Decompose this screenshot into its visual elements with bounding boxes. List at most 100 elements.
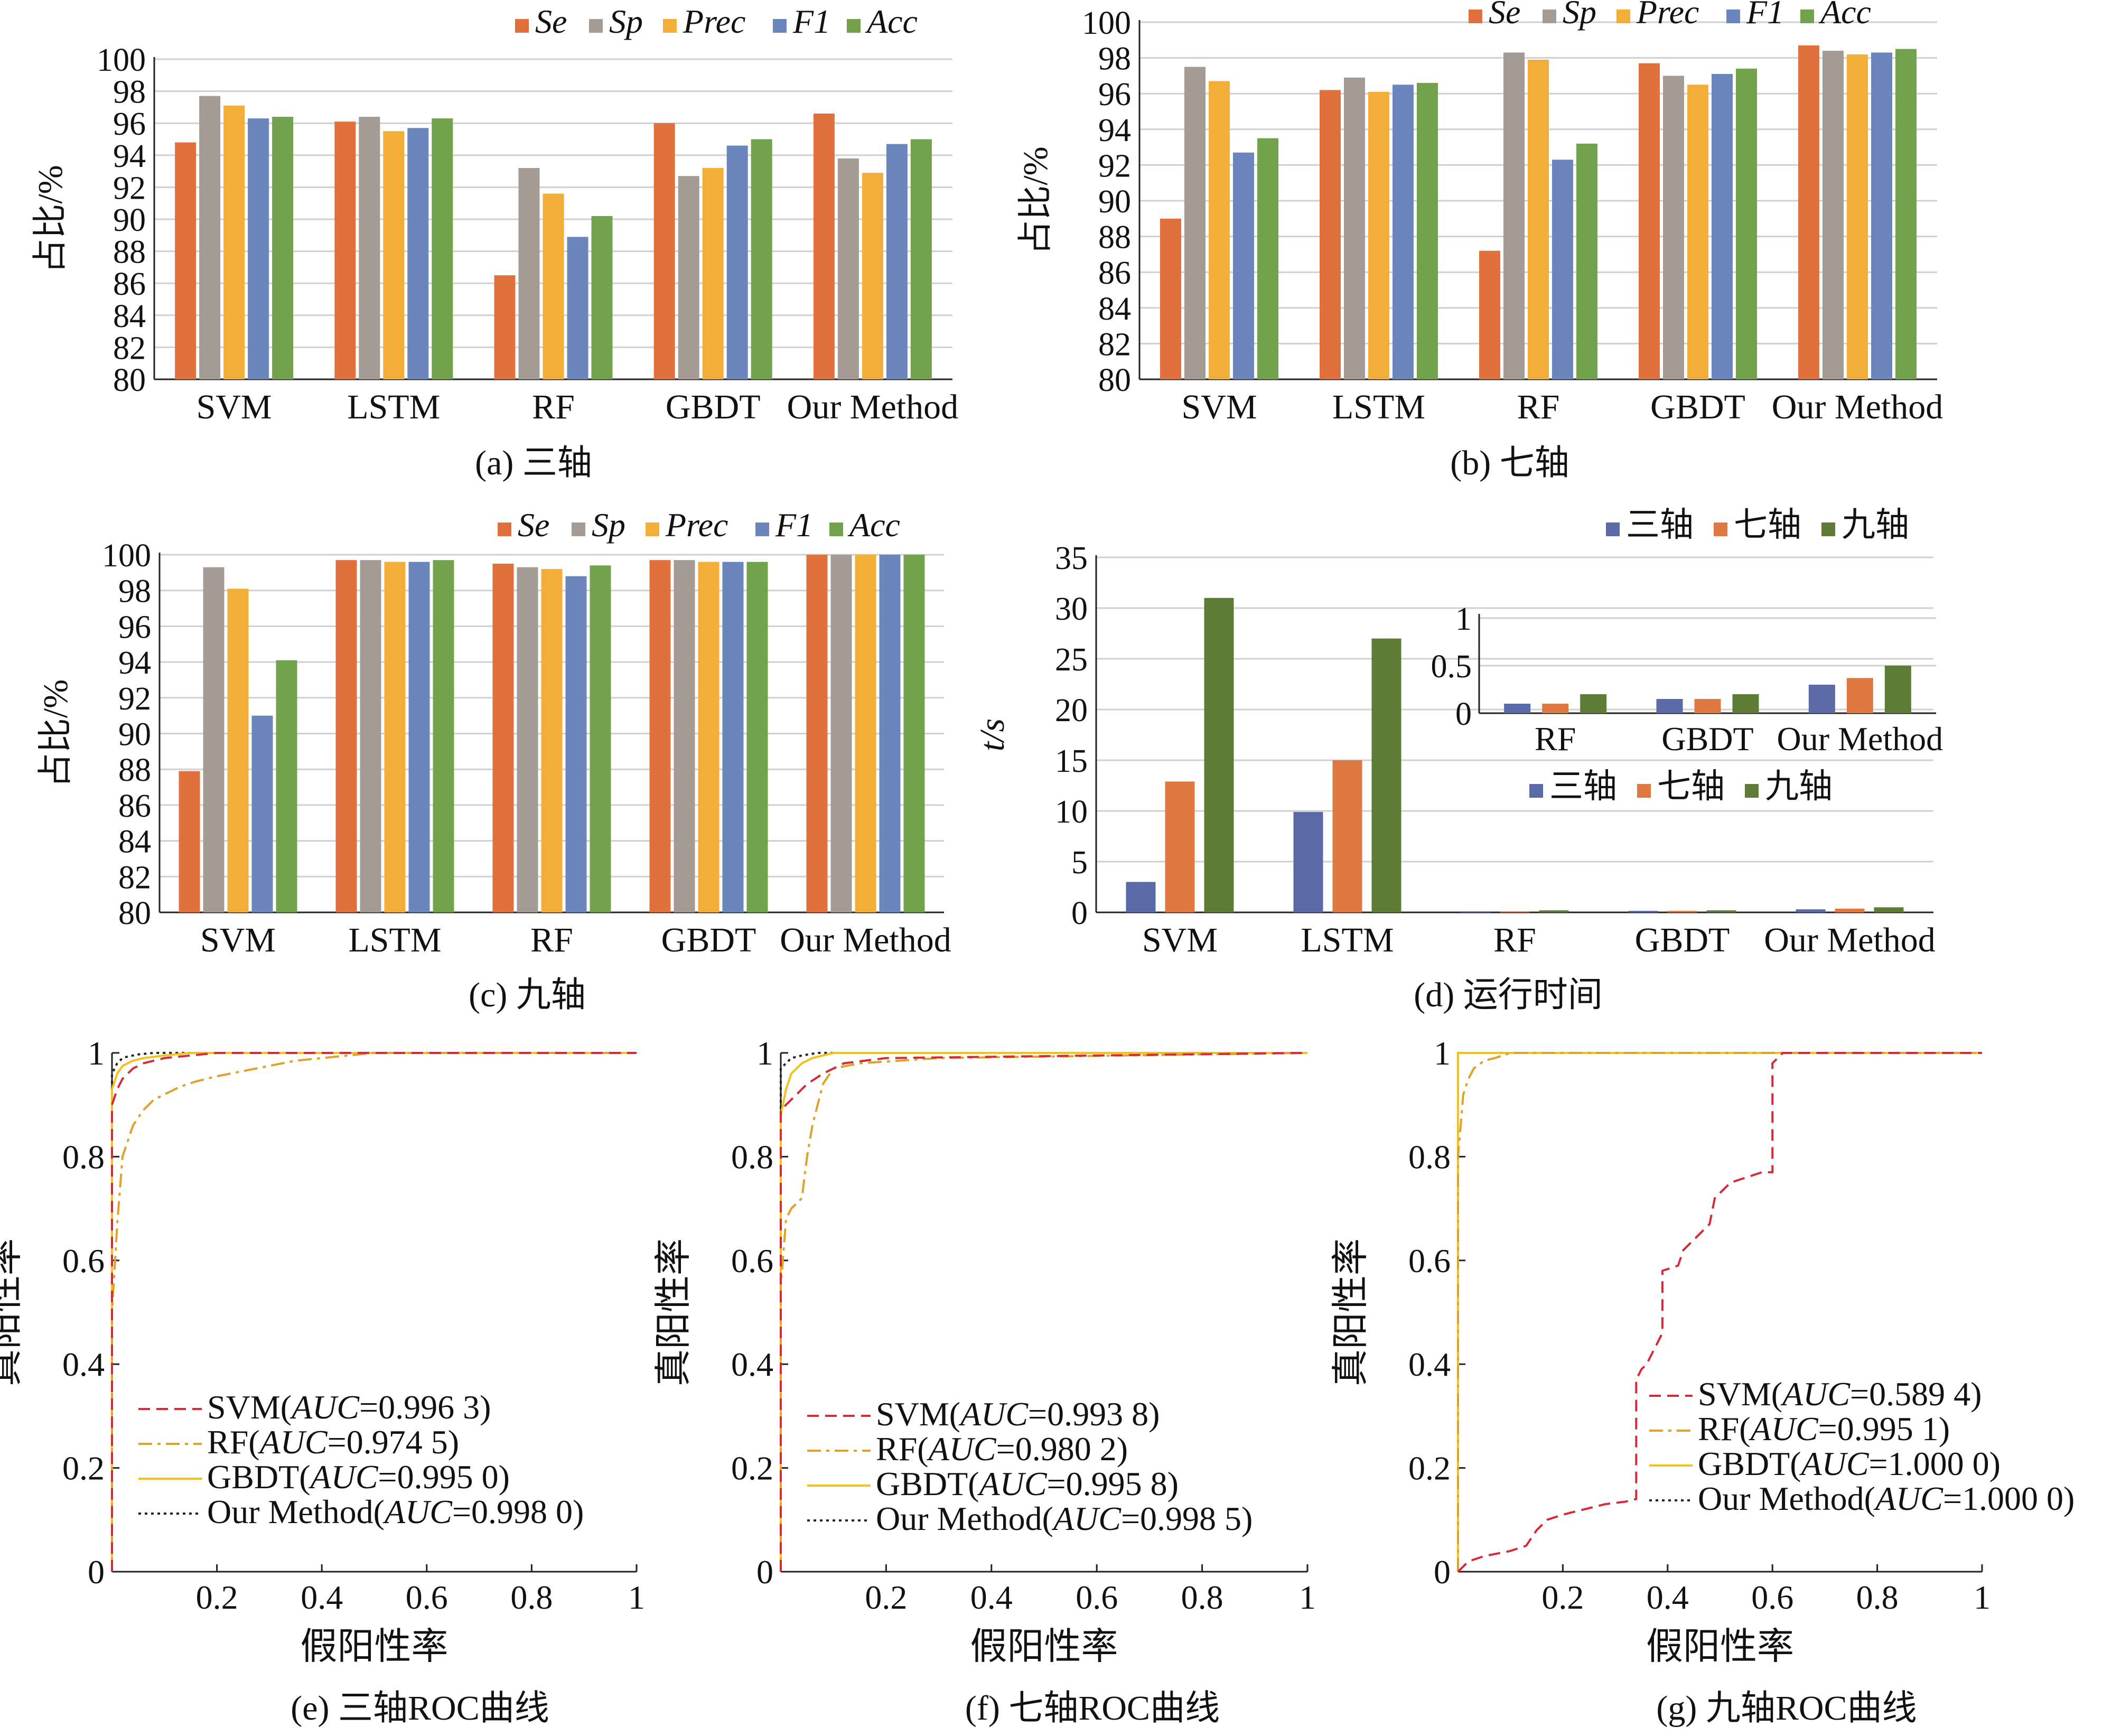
y-tick-label-4: 88 (113, 235, 146, 270)
roc-legend-label-2: GBDT(AUC=0.995 0) (207, 1458, 510, 1496)
bar-2-4 (591, 216, 613, 379)
legend-label-1: 七轴 (1657, 768, 1725, 805)
x-tick-label-4: Our Method (787, 388, 958, 426)
y-tick-label-5: 90 (1098, 184, 1131, 220)
legend-label-2: Prec (1636, 0, 1699, 31)
y-tick-label-0: 0 (1071, 895, 1088, 931)
y-tick-label-10: 100 (102, 538, 151, 574)
y-tick-label-6: 92 (118, 681, 151, 717)
roc-x-tick-label-4: 1 (628, 1579, 645, 1616)
roc-y-tick-label-0: 0 (756, 1553, 773, 1591)
legend-swatch-0 (1469, 10, 1482, 23)
legend-swatch-2 (663, 19, 677, 33)
x-tick-label-3: GBDT (1635, 921, 1730, 959)
legend-swatch-3 (773, 19, 787, 33)
bar-4-2 (1874, 907, 1904, 912)
legend-label-0: Se (518, 506, 549, 544)
roc-legend-label-1: RF(AUC=0.980 2) (876, 1430, 1128, 1468)
legend-b: Se Sp Prec F1 Acc (1469, 0, 1871, 31)
roc-curve-gbdt (111, 1052, 637, 1572)
roc-legend-label-1: RF(AUC=0.995 1) (1698, 1410, 1950, 1448)
y-tick-label-0: 80 (118, 895, 151, 931)
bar-3-0 (649, 560, 671, 912)
roc-legend-label-2: GBDT(AUC=0.995 8) (876, 1465, 1179, 1502)
roc-y-tick-label-5: 1 (756, 1034, 773, 1072)
bar-1-1 (1332, 760, 1362, 912)
y-tick-label-7: 35 (1055, 540, 1088, 576)
y-axis-title: 占比/% (1016, 146, 1055, 255)
bar-0-1 (1184, 67, 1205, 379)
bar-4-2 (1847, 54, 1868, 380)
roc-x-tick-label-2: 0.6 (406, 1579, 448, 1616)
roc-x-tick-label-2: 0.6 (1751, 1579, 1793, 1616)
bar-4-0 (813, 114, 835, 379)
bar-2-3 (567, 237, 588, 379)
inset-y-tick-label-1: 0.5 (1431, 649, 1472, 685)
bar-2-3 (1552, 160, 1573, 379)
inset-bar-0-0 (1504, 704, 1531, 713)
bar-2-0 (494, 275, 516, 379)
bar-4-2 (855, 555, 876, 912)
bar-1-2 (1368, 91, 1389, 379)
bar-2-1 (1503, 52, 1525, 379)
roc-x-tick-label-4: 1 (1299, 1579, 1316, 1616)
bar-4-1 (837, 158, 859, 379)
bar-3-2 (1706, 910, 1736, 912)
y-axis-title: 占比/% (31, 165, 70, 273)
legend-label-0: 三轴 (1626, 506, 1694, 544)
roc-y-axis-title: 真阳性率 (653, 1238, 694, 1386)
roc-curve-our-method (780, 1052, 1307, 1572)
bar-1-1 (1344, 77, 1365, 379)
roc-x-axis-title: 假阳性率 (1646, 1627, 1794, 1667)
roc-x-tick-label-3: 0.8 (510, 1579, 553, 1616)
legend-swatch-1 (1714, 522, 1727, 536)
roc-y-tick-label-1: 0.2 (1408, 1450, 1451, 1487)
bar-2-0 (492, 563, 514, 912)
legend-swatch-4 (847, 19, 861, 33)
y-tick-label-1: 82 (1098, 326, 1131, 362)
legend-label-1: Sp (592, 506, 625, 544)
inset-bar-1-0 (1656, 699, 1683, 713)
roc-y-tick-label-4: 0.8 (1408, 1138, 1451, 1175)
roc-legend-label-3: Our Method(AUC=0.998 5) (876, 1500, 1253, 1537)
x-tick-label-4: Our Method (1764, 921, 1935, 959)
roc-y-tick-label-1: 0.2 (731, 1450, 773, 1487)
bar-3-1 (1667, 911, 1697, 912)
y-tick-label-10: 100 (97, 42, 146, 78)
bar-0-3 (251, 715, 273, 912)
bar-1-3 (408, 562, 430, 912)
legend-swatch-2 (1616, 10, 1630, 23)
legend-label-3: F1 (775, 506, 813, 544)
roc-curve-rf (780, 1052, 1308, 1572)
roc-y-tick-label-3: 0.6 (731, 1242, 773, 1280)
bar-1-0 (1320, 90, 1341, 379)
inset-x-tick-label-0: RF (1535, 720, 1576, 758)
bar-1-4 (1417, 82, 1438, 380)
inset-chart: 0 0.5 1 RF GBDT Our Method 三轴 七轴 九轴 (1431, 601, 1943, 805)
legend-label-0: Se (535, 3, 567, 40)
x-tick-label-4: Our Method (1772, 388, 1943, 426)
y-tick-label-9: 98 (1098, 41, 1131, 77)
bar-1-0 (1293, 811, 1323, 912)
bar-3-3 (726, 145, 748, 379)
legend-swatch-1 (1637, 784, 1651, 798)
bar-3-0 (653, 123, 675, 379)
y-tick-label-2: 84 (118, 824, 151, 860)
y-tick-label-3: 86 (113, 266, 146, 302)
roc-y-tick-label-0: 0 (88, 1553, 105, 1591)
y-tick-label-2: 10 (1055, 794, 1088, 830)
roc-x-tick-label-1: 0.4 (1647, 1579, 1689, 1616)
roc-x-tick-label-1: 0.4 (970, 1579, 1013, 1616)
bar-2-2 (543, 193, 564, 379)
y-tick-label-8: 96 (113, 106, 146, 142)
roc-y-tick-label-4: 0.8 (62, 1138, 105, 1175)
x-tick-label-2: RF (1493, 921, 1536, 959)
bar-2-2 (1528, 59, 1549, 380)
bar-1-0 (334, 122, 356, 380)
roc-y-tick-label-4: 0.8 (731, 1138, 773, 1175)
bar-4-4 (1895, 49, 1917, 379)
roc-legend-label-3: Our Method(AUC=1.000 0) (1698, 1480, 2074, 1517)
bar-3-2 (698, 562, 719, 912)
